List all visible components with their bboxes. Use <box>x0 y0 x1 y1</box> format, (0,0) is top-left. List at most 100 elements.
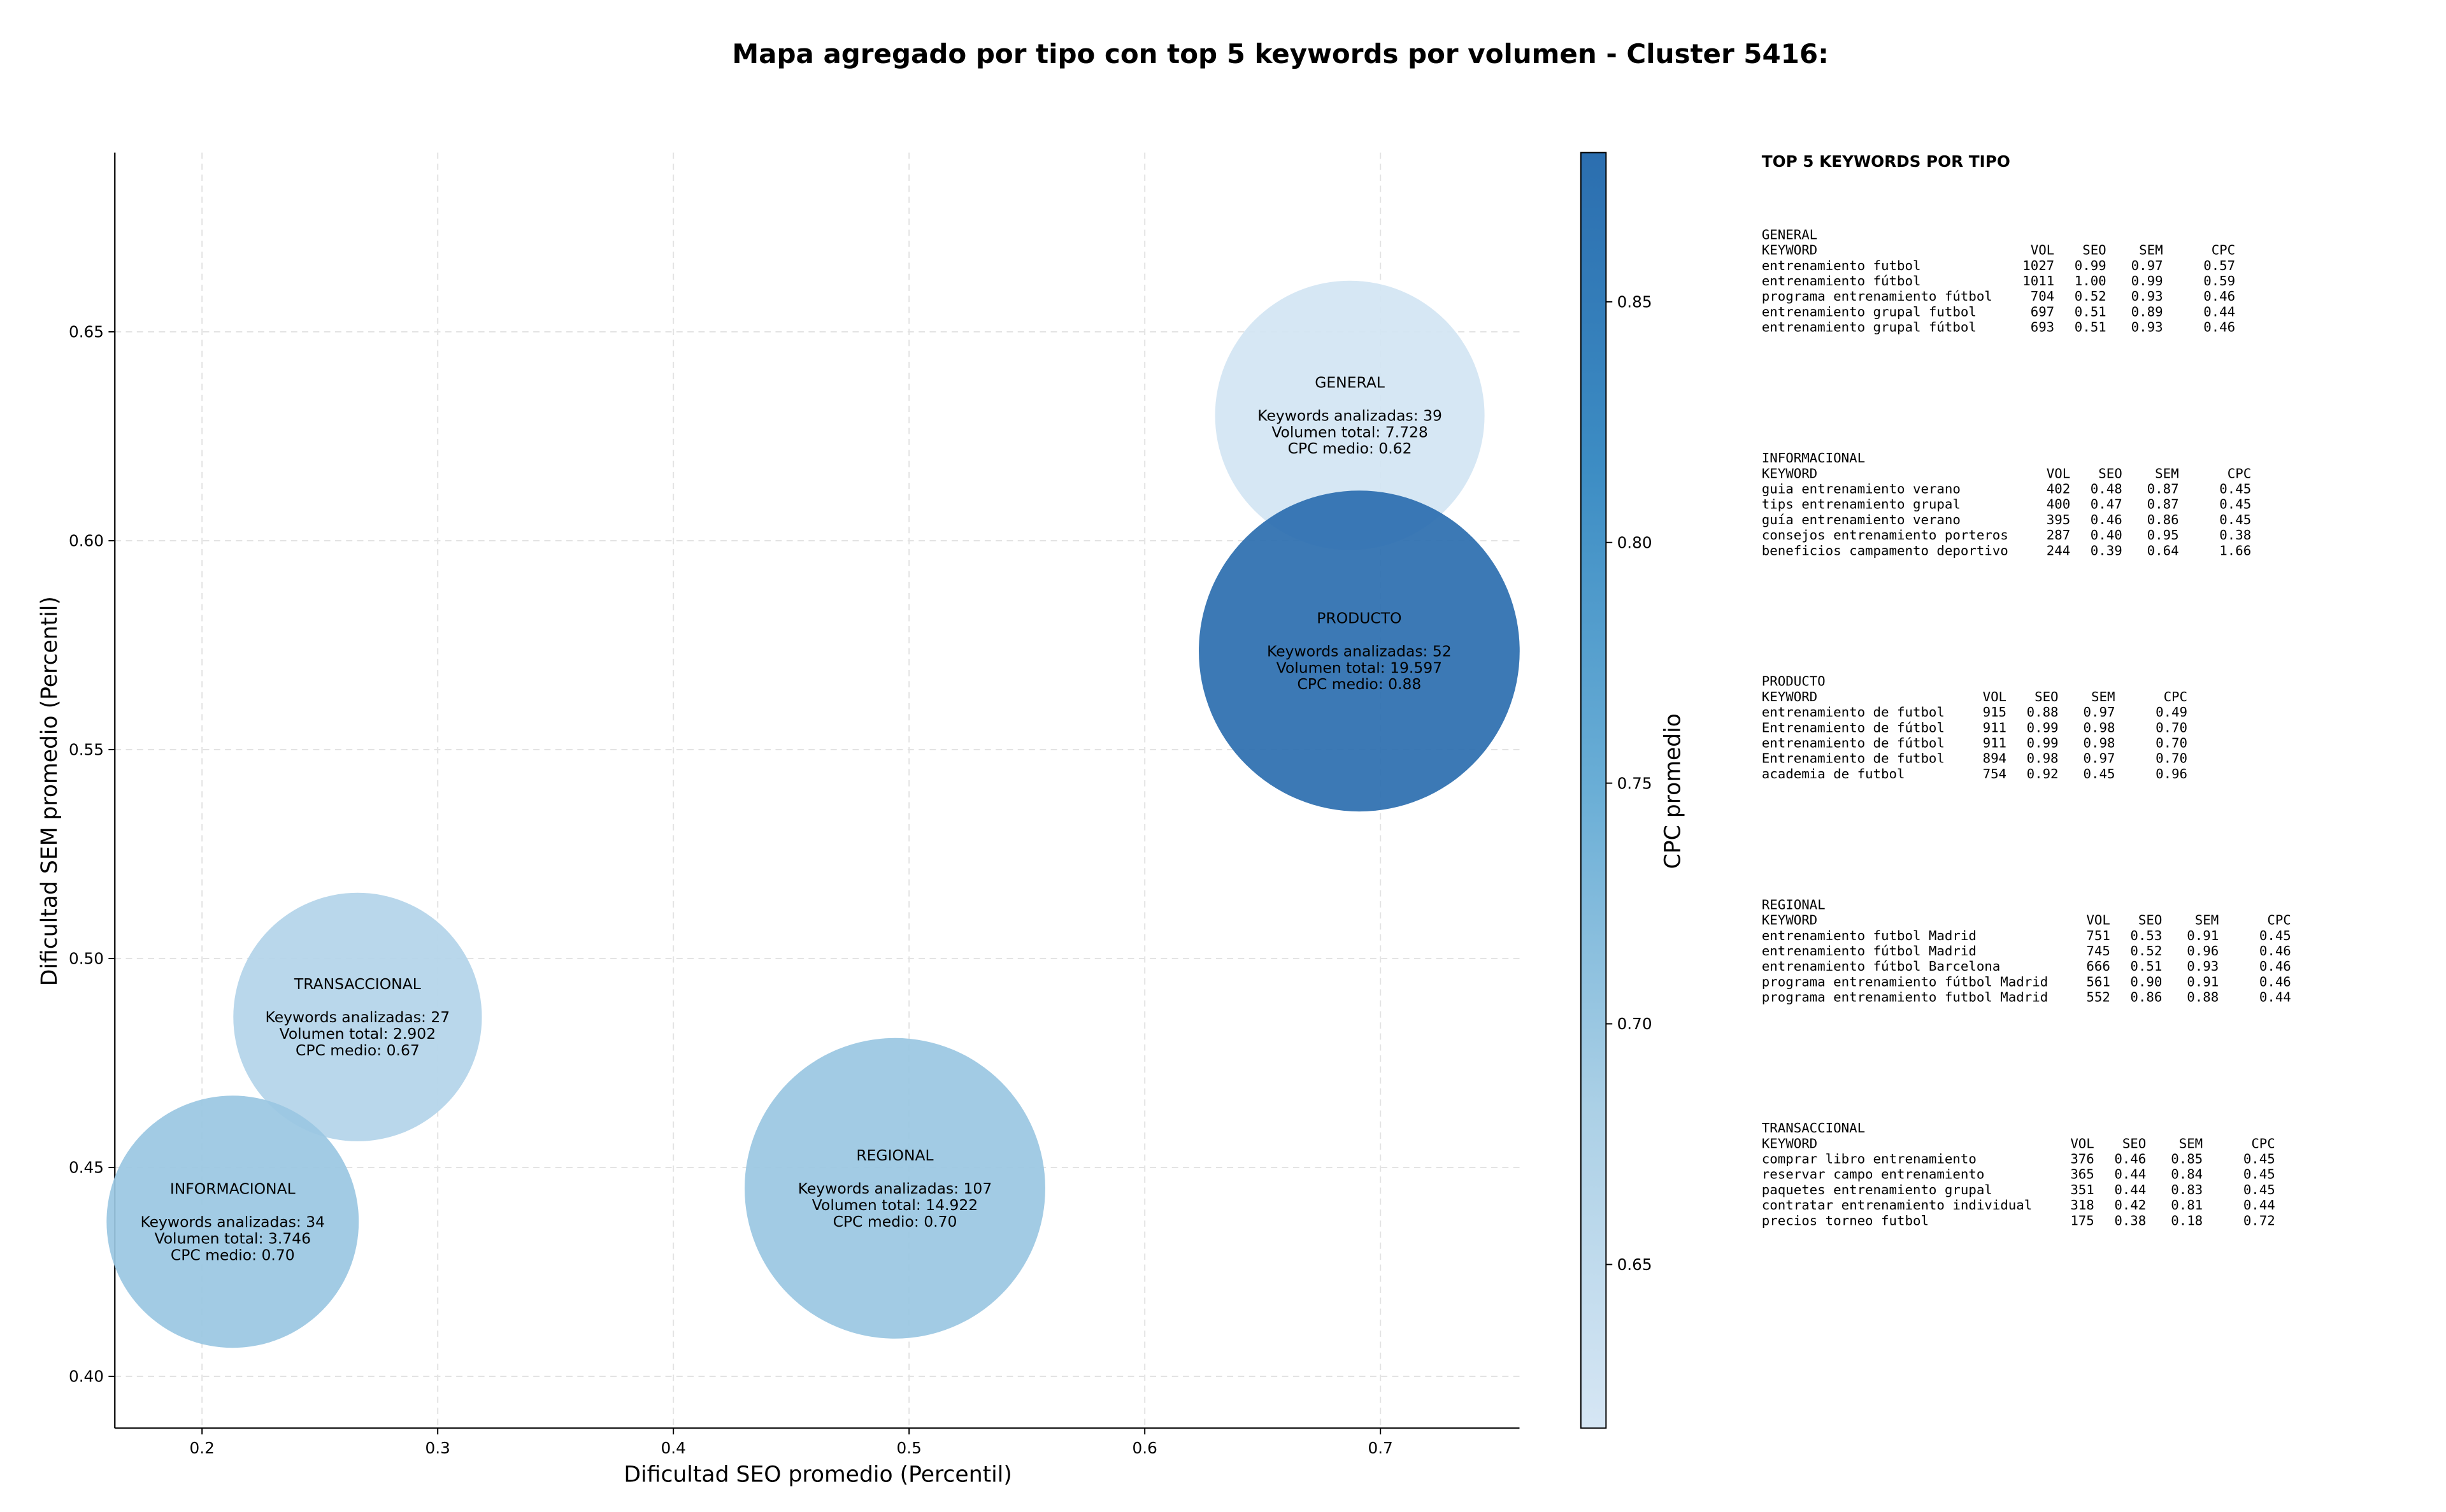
table-cell: 0.89 <box>2131 304 2163 319</box>
bubble-name: INFORMACIONAL <box>170 1180 296 1198</box>
table-cell: 0.45 <box>2219 497 2251 512</box>
table-cell: programa entrenamiento fútbol <box>1762 289 1992 304</box>
table-cell: 351 <box>2070 1182 2094 1197</box>
table-cell: entrenamiento grupal futbol <box>1762 304 1977 319</box>
table-cell: 0.72 <box>2243 1213 2275 1228</box>
column-header: SEO <box>2122 1136 2146 1151</box>
column-header: SEM <box>2195 913 2219 928</box>
bubble <box>1199 490 1520 812</box>
table-cell: 400 <box>2047 497 2070 512</box>
section-name: GENERAL <box>1762 227 1817 242</box>
table-cell: entrenamiento de futbol <box>1762 704 1945 720</box>
table-cell: 175 <box>2070 1213 2094 1228</box>
table-cell: 0.86 <box>2130 990 2162 1005</box>
column-header: SEO <box>2098 466 2122 481</box>
x-tick-label: 0.7 <box>1368 1439 1393 1457</box>
section-name: REGIONAL <box>1762 897 1826 912</box>
table-cell: 0.39 <box>2091 543 2122 558</box>
table-cell: entrenamiento futbol <box>1762 258 1921 273</box>
table-cell: programa entrenamiento fútbol Madrid <box>1762 974 2048 989</box>
y-tick-label: 0.60 <box>69 532 104 550</box>
table-cell: entrenamiento grupal fútbol <box>1762 320 1977 335</box>
table-cell: entrenamiento fútbol Barcelona <box>1762 959 2001 974</box>
column-header: CPC <box>2164 689 2187 704</box>
bubble-label: CPC medio: 0.70 <box>833 1213 957 1230</box>
column-header: VOL <box>2031 243 2054 258</box>
chart-title: Mapa agregado por tipo con top 5 keyword… <box>732 38 1828 69</box>
column-header: VOL <box>1983 689 2006 704</box>
table-cell: 0.46 <box>2259 943 2291 959</box>
table-cell: 0.45 <box>2243 1167 2275 1182</box>
table-cell: 0.46 <box>2259 959 2291 974</box>
table-cell: 0.53 <box>2130 928 2162 943</box>
table-cell: 0.44 <box>2114 1167 2146 1182</box>
table-cell: 0.96 <box>2156 766 2187 781</box>
table-cell: 1011 <box>2022 273 2054 289</box>
table-cell: 0.51 <box>2075 304 2106 319</box>
table-cell: 0.46 <box>2114 1151 2146 1166</box>
column-header: KEYWORD <box>1762 689 1817 704</box>
table-cell: 704 <box>2031 289 2054 304</box>
x-tick-label: 0.6 <box>1133 1439 1157 1457</box>
table-cell: 0.38 <box>2114 1213 2146 1228</box>
table-cell: 1.66 <box>2219 543 2251 558</box>
y-tick-label: 0.50 <box>69 950 104 968</box>
bubble-label: Keywords analizadas: 39 <box>1257 406 1442 424</box>
y-tick-label: 0.40 <box>69 1367 104 1386</box>
table-cell: 0.83 <box>2171 1182 2203 1197</box>
table-cell: 911 <box>1983 720 2006 735</box>
table-cell: tips entrenamiento grupal <box>1762 497 1961 512</box>
bubble-label: Keywords analizadas: 34 <box>140 1213 325 1230</box>
x-tick-label: 0.3 <box>426 1439 450 1457</box>
bubble-label: CPC medio: 0.70 <box>171 1246 295 1264</box>
table-cell: comprar libro entrenamiento <box>1762 1151 1977 1166</box>
table-cell: academia de futbol <box>1762 766 1905 781</box>
table-cell: 1027 <box>2022 258 2054 273</box>
column-header: VOL <box>2070 1136 2094 1151</box>
table-cell: consejos entrenamiento porteros <box>1762 527 2008 543</box>
table-cell: 0.52 <box>2075 289 2106 304</box>
column-header: SEO <box>2138 913 2162 928</box>
y-tick-label: 0.65 <box>69 323 104 341</box>
bubble-label: Keywords analizadas: 27 <box>266 1008 450 1026</box>
section-name: PRODUCTO <box>1762 674 1826 689</box>
table-cell: 402 <box>2047 481 2070 496</box>
table-cell: 0.70 <box>2156 720 2187 735</box>
colorbar-tick-label: 0.80 <box>1617 533 1652 552</box>
table-cell: 0.52 <box>2130 943 2162 959</box>
table-cell: 0.91 <box>2187 974 2219 989</box>
column-header: SEO <box>2035 689 2058 704</box>
table-cell: contratar entrenamiento individual <box>1762 1197 2032 1213</box>
column-header: KEYWORD <box>1762 1136 1817 1151</box>
column-header: CPC <box>2267 913 2291 928</box>
bubble-label: Volumen total: 7.728 <box>1271 423 1428 441</box>
table-cell: 0.45 <box>2259 928 2291 943</box>
table-cell: 666 <box>2086 959 2110 974</box>
table-cell: 0.47 <box>2091 497 2122 512</box>
table-cell: paquetes entrenamiento grupal <box>1762 1182 1992 1197</box>
column-header: SEM <box>2155 466 2178 481</box>
bubble-name: PRODUCTO <box>1317 609 1401 627</box>
x-axis-label: Dificultad SEO promedio (Percentil) <box>624 1462 1012 1487</box>
table-cell: 0.46 <box>2091 512 2122 527</box>
table-cell: 0.93 <box>2187 959 2219 974</box>
table-cell: 0.87 <box>2147 481 2179 496</box>
bubble <box>233 892 482 1141</box>
table-cell: beneficios campamento deportivo <box>1762 543 2008 558</box>
table-cell: 0.45 <box>2243 1182 2275 1197</box>
table-cell: 894 <box>1983 751 2006 766</box>
table-cell: 745 <box>2086 943 2110 959</box>
x-tick-label: 0.5 <box>897 1439 922 1457</box>
table-cell: 0.44 <box>2259 990 2291 1005</box>
column-header: KEYWORD <box>1762 243 1817 258</box>
table-cell: 0.44 <box>2243 1197 2275 1213</box>
y-axis-label: Dificultad SEM promedio (Percentil) <box>37 596 62 986</box>
table-cell: entrenamiento fútbol Madrid <box>1762 943 1977 959</box>
bubble <box>745 1038 1045 1339</box>
bubble-label: CPC medio: 0.88 <box>1297 675 1421 693</box>
bubble-label: Volumen total: 14.922 <box>812 1196 978 1214</box>
column-header: KEYWORD <box>1762 466 1817 481</box>
bubble-label: Volumen total: 19.597 <box>1277 659 1442 676</box>
table-cell: programa entrenamiento futbol Madrid <box>1762 990 2048 1005</box>
